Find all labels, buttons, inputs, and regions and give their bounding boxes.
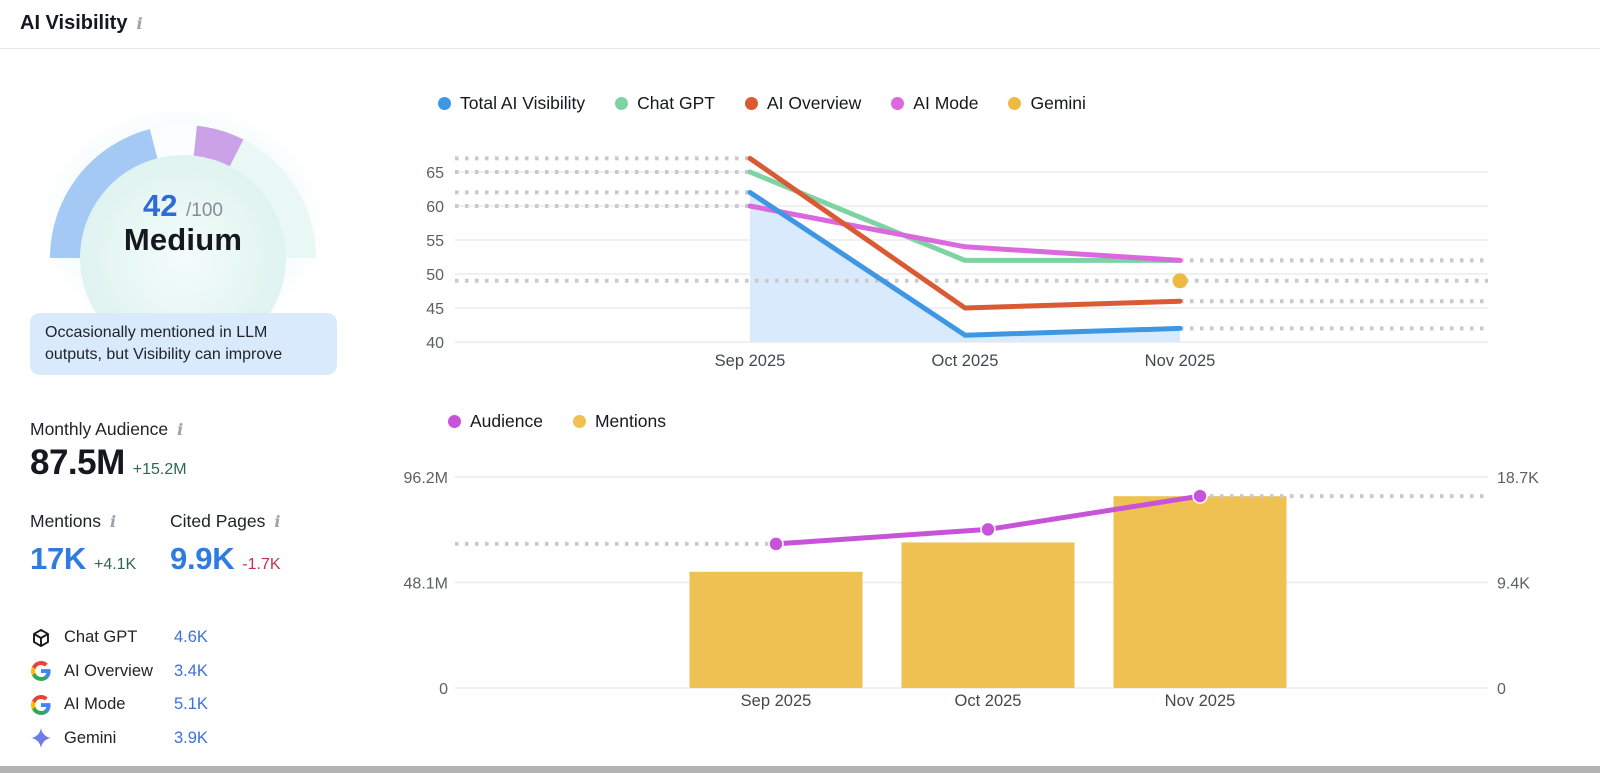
platform-name: AI Mode [64, 695, 126, 714]
gauge-score-value: 42 [143, 188, 178, 223]
audience-data-point [768, 536, 784, 552]
legend-dot [1008, 97, 1022, 110]
google-icon [30, 660, 52, 682]
visibility-line-chart: 40 45 50 55 60 65 Sep 2025 Oct 2025 Nov 2025 [426, 155, 1488, 370]
legend-item-ai-overview[interactable]: AI Overview [744, 93, 861, 114]
cited-pages-value-cell: 9.9K -1.7K [170, 541, 310, 577]
list-item[interactable]: AI Overview 3.4K [30, 655, 260, 689]
legend-item-ai-mode[interactable]: AI Mode [891, 93, 978, 114]
total-visibility-area [750, 192, 1180, 342]
cited-pages-label: Cited Pages i [170, 511, 281, 531]
y-tick-label: 55 [426, 233, 444, 250]
horizontal-scrollbar[interactable] [0, 766, 1600, 773]
mentions-value: 17K [30, 541, 86, 576]
left-axis-label: 96.2M [404, 470, 448, 487]
info-icon[interactable]: i [177, 420, 184, 439]
mentions-value-cell: 17K +4.1K [30, 541, 170, 577]
monthly-audience-value: 87.5M [30, 443, 125, 482]
info-icon[interactable]: i [110, 512, 117, 531]
gemini-data-point [1172, 273, 1188, 289]
mentions-delta: +4.1K [93, 556, 137, 573]
y-tick-label: 50 [426, 267, 444, 284]
sub-metric-values: 17K +4.1K 9.9K -1.7K [30, 541, 310, 577]
audience-data-point [1192, 488, 1208, 504]
y-tick-label: 60 [426, 199, 444, 216]
series-line-ai-overview [747, 155, 1183, 311]
mentions-label: Mentions i [30, 511, 117, 531]
legend-dot [615, 97, 629, 110]
mentions-bar [901, 542, 1075, 688]
legend-dot [572, 415, 586, 428]
platform-value: 5.1K [174, 695, 208, 714]
legend-item-chat-gpt[interactable]: Chat GPT [615, 93, 715, 114]
left-axis-label: 48.1M [404, 576, 448, 593]
list-item[interactable]: AI Mode 5.1K [30, 688, 260, 722]
gauge-rating-label: Medium [123, 222, 243, 257]
platform-value: 3.4K [174, 661, 208, 680]
x-tick-label: Sep 2025 [741, 692, 812, 710]
info-icon[interactable]: i [136, 14, 143, 33]
gauge-marker-arc [193, 125, 244, 167]
legend-item-total-ai-visibility[interactable]: Total AI Visibility [438, 93, 585, 114]
page-title-text: AI Visibility [20, 12, 128, 34]
monthly-audience-label: Monthly Audience i [30, 419, 184, 439]
info-icon[interactable]: i [274, 512, 281, 531]
legend-item-mentions[interactable]: Mentions [572, 411, 666, 432]
gauge-arc [50, 125, 316, 320]
gemini-icon [30, 727, 52, 749]
y-tick-label: 45 [426, 301, 444, 318]
series-line-ai-mode [747, 203, 1183, 263]
right-axis-label: 0 [1497, 681, 1506, 698]
legend-item-gemini[interactable]: Gemini [1008, 93, 1086, 114]
platform-name: Chat GPT [64, 628, 138, 647]
right-axis-label: 9.4K [1497, 576, 1530, 593]
cited-pages-value: 9.9K [170, 541, 235, 576]
platform-name: Gemini [64, 728, 117, 747]
gauge-score-arc [50, 129, 158, 259]
mentions-bar [689, 571, 863, 688]
page-title: AI Visibility i [20, 12, 143, 35]
monthly-audience-value-row: 87.5M +15.2M [30, 443, 187, 483]
series-line-total-ai-visibility [747, 189, 1183, 338]
sub-metric-labels: Mentions i Cited Pages i [30, 511, 310, 532]
gauge-score-denominator: /100 [185, 200, 223, 221]
list-item[interactable]: Gemini 3.9K [30, 722, 260, 756]
mentions-bar [1113, 496, 1287, 688]
monthly-audience-delta: +15.2M [132, 461, 187, 478]
visibility-gauge: 42 /100 Medium [3, 72, 363, 372]
x-tick-label: Sep 2025 [715, 352, 786, 370]
gauge-description: Occasionally mentioned in LLM outputs, b… [30, 313, 337, 376]
gauge-inner-circle [80, 155, 286, 320]
y-tick-label: 40 [426, 335, 444, 352]
gauge-score: 42 /100 [28, 188, 338, 224]
platform-value: 3.9K [174, 728, 208, 747]
header-divider [0, 48, 1600, 49]
platform-value: 4.6K [174, 628, 208, 647]
x-tick-label: Oct 2025 [932, 352, 999, 370]
gauge-gap-arc [149, 125, 197, 159]
google-icon [30, 694, 52, 716]
legend-dot [448, 415, 461, 428]
legend-dot [891, 97, 905, 110]
platform-name: AI Overview [64, 661, 153, 680]
list-item[interactable]: Chat GPT 4.6K [30, 621, 260, 655]
y-tick-label: 65 [426, 165, 444, 182]
chatgpt-icon [30, 627, 52, 649]
left-axis-label: 0 [439, 681, 448, 698]
x-tick-label: Nov 2025 [1145, 352, 1216, 370]
platform-list: Chat GPT 4.6K AI Overview 3.4K [30, 621, 260, 755]
x-tick-label: Nov 2025 [1165, 692, 1236, 710]
audience-chart-legend: Audience Mentions [448, 411, 696, 432]
cited-pages-delta: -1.7K [242, 556, 281, 573]
audience-mentions-chart: 0 0 48.1M 9.4K 96.2M 18.7K Sep 2025 Oct 2025 Nov… [404, 470, 1540, 710]
series-line-chat-gpt [747, 169, 1183, 263]
audience-data-point [980, 521, 996, 538]
legend-dot [744, 97, 758, 110]
right-axis-label: 18.7K [1497, 470, 1539, 487]
legend-dot [438, 97, 451, 110]
legend-item-audience[interactable]: Audience [448, 411, 543, 432]
x-tick-label: Oct 2025 [955, 692, 1022, 710]
visibility-chart-legend: Total AI Visibility Chat GPT AI Overview… [438, 93, 1116, 114]
